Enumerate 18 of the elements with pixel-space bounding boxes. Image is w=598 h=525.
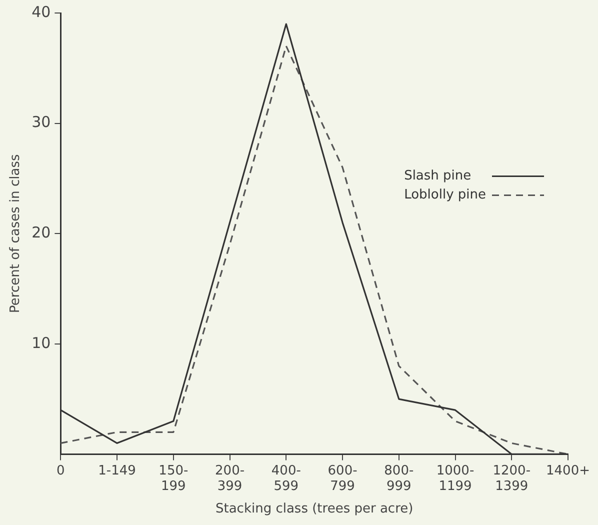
x-tick-label: 1000-1199 (436, 463, 474, 494)
x-tick-label: 1400+ (546, 463, 590, 478)
x-tick-label: 1200-1399 (492, 463, 531, 494)
x-tick-label: 800-999 (384, 463, 414, 494)
x-tick-label: 0 (56, 463, 65, 478)
x-tick-label: 150-199 (158, 463, 188, 494)
y-tick-label: 40 (32, 2, 51, 21)
x-tick-label: 1-149 (98, 463, 136, 478)
legend-label: Loblolly pine (404, 188, 486, 203)
y-tick-label: 30 (32, 113, 51, 132)
x-tick-label: 600-799 (328, 463, 358, 494)
x-tick-label: 400-599 (271, 463, 302, 494)
x-axis-title: Stacking class (trees per acre) (215, 502, 414, 517)
y-tick-label: 20 (32, 223, 51, 242)
y-tick-label: 10 (32, 334, 51, 352)
y-axis-title: Percent of cases in class (8, 154, 24, 313)
x-tick-label: 200-399 (215, 463, 245, 494)
legend-label: Slash pine (404, 168, 472, 184)
